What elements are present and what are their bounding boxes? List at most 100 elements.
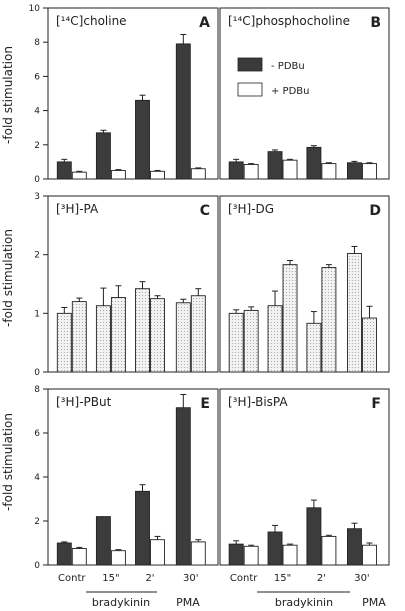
panel-e-bar bbox=[135, 490, 150, 566]
panel-f-bar bbox=[347, 528, 362, 566]
panel-b: [¹⁴C]phosphocholine B bbox=[219, 7, 390, 180]
panel-e: [³H]-PBut E 0 2 4 6 8 Contr 15" 2' 30' bbox=[34, 385, 219, 584]
panel-d-bar bbox=[267, 305, 283, 373]
panel-a-ytick-label: 10 bbox=[29, 4, 41, 14]
panel-e-ytick-label: 6 bbox=[34, 429, 40, 439]
panel-e-ytick-label: 2 bbox=[34, 517, 40, 527]
panel-c-bar bbox=[71, 301, 87, 373]
panel-c-ytick-label: 1 bbox=[34, 309, 40, 319]
panel-c-bar bbox=[190, 295, 206, 373]
panel-a-bar bbox=[135, 99, 150, 180]
panel-e-ytick-label: 4 bbox=[34, 473, 40, 483]
panel-e-ytick-label: 8 bbox=[34, 385, 40, 395]
panel-a-frame bbox=[47, 7, 219, 180]
panel-b-bar bbox=[306, 146, 322, 180]
panel-c-letter: C bbox=[200, 203, 210, 219]
panel-f-xtick-label: Contr bbox=[230, 573, 258, 584]
group-label-bradykinin-right: bradykinin bbox=[275, 596, 333, 609]
panel-b-bar bbox=[282, 159, 298, 180]
panel-d-bar bbox=[362, 317, 377, 373]
panel-a-bar bbox=[71, 171, 87, 180]
panel-a-ytick-label: 2 bbox=[34, 141, 40, 151]
panel-b-bar bbox=[362, 163, 377, 180]
panel-b-bar bbox=[228, 161, 244, 180]
panel-d-bar bbox=[347, 253, 362, 373]
panel-b-bar bbox=[267, 151, 283, 180]
panel-b-bar bbox=[321, 163, 337, 180]
panel-e-xtick-label: Contr bbox=[58, 573, 86, 584]
panel-f-bar bbox=[306, 507, 322, 566]
panel-d-title: [³H]-DG bbox=[228, 202, 274, 216]
legend: - PDBu + PDBu bbox=[237, 57, 310, 97]
panel-a-bar bbox=[190, 168, 206, 180]
panel-e-xtick-label: 30' bbox=[183, 573, 198, 584]
panel-d-bar bbox=[306, 322, 322, 373]
panel-f: [³H]-BisPA F Contr 15" 2' 30' bbox=[219, 388, 390, 584]
panel-f-xtick-label: 30' bbox=[354, 573, 369, 584]
panel-f-xtick-label: 2' bbox=[317, 573, 326, 584]
panel-d-bar bbox=[321, 267, 337, 373]
panel-f-bar bbox=[362, 544, 377, 566]
panel-b-frame bbox=[219, 7, 390, 180]
panel-f-letter: F bbox=[371, 396, 381, 412]
group-label-bradykinin-left: bradykinin bbox=[92, 596, 150, 609]
panel-c-bar bbox=[95, 305, 111, 373]
panel-e-bar bbox=[150, 539, 165, 566]
ylabel-bottom: -fold stimulation bbox=[1, 413, 15, 511]
panel-b-letter: B bbox=[370, 15, 381, 31]
legend-label-minus-pdbu: - PDBu bbox=[271, 61, 305, 72]
panel-e-bar bbox=[110, 550, 126, 566]
panel-f-frame bbox=[219, 388, 390, 566]
panel-c-bar bbox=[56, 312, 72, 373]
panel-d-letter: D bbox=[369, 203, 381, 219]
panel-d-bar bbox=[282, 264, 298, 373]
panel-a-bar bbox=[95, 132, 111, 180]
panel-f-xtick-label: 15" bbox=[274, 573, 291, 584]
panel-c-title: [³H]-PA bbox=[56, 202, 99, 216]
panel-f-title: [³H]-BisPA bbox=[228, 395, 288, 409]
panel-f-bar bbox=[321, 535, 337, 566]
x-groups: bradykinin PMA bradykinin PMA bbox=[86, 591, 386, 609]
panel-e-title: [³H]-PBut bbox=[56, 395, 112, 409]
panel-a-ytick-label: 8 bbox=[34, 38, 40, 48]
panel-e-bar bbox=[71, 548, 87, 566]
panel-a-ytick-label: 6 bbox=[34, 72, 40, 82]
panel-e-xtick-label: 2' bbox=[145, 573, 154, 584]
panel-a-title: [¹⁴C]choline bbox=[56, 14, 127, 28]
ylabel-middle: -fold stimulation bbox=[1, 229, 15, 327]
panel-a-letter: A bbox=[199, 15, 210, 31]
panel-e-frame bbox=[47, 388, 219, 566]
panel-e-letter: E bbox=[200, 396, 210, 412]
panel-c-bar bbox=[175, 302, 191, 373]
panel-b-bar bbox=[243, 164, 259, 180]
ylabel-top: -fold stimulation bbox=[1, 46, 15, 144]
panel-b-title: [¹⁴C]phosphocholine bbox=[228, 14, 350, 28]
legend-label-plus-pdbu: + PDBu bbox=[271, 86, 310, 97]
panel-d-bar bbox=[228, 312, 244, 373]
panel-c-bar bbox=[135, 288, 150, 373]
panel-c-bar bbox=[110, 297, 126, 373]
panel-c-frame bbox=[47, 195, 219, 373]
panel-e-bar bbox=[190, 541, 206, 566]
panel-e-bar bbox=[95, 516, 111, 566]
panel-a: [¹⁴C]choline A 0 2 4 6 8 10 bbox=[29, 4, 219, 185]
panel-e-xtick-label: 15" bbox=[102, 573, 119, 584]
panel-f-bar bbox=[228, 543, 244, 566]
panel-a-bar bbox=[110, 169, 126, 180]
panel-e-bar bbox=[56, 542, 72, 566]
group-label-pma-right: PMA bbox=[362, 596, 386, 609]
panel-d: [³H]-DG D bbox=[219, 195, 390, 373]
panel-f-bar bbox=[267, 531, 283, 566]
panel-e-ytick-label: 0 bbox=[34, 561, 40, 571]
legend-swatch-minus-pdbu bbox=[237, 57, 263, 72]
panel-f-bar bbox=[243, 545, 259, 566]
panel-c-ytick-label: 3 bbox=[34, 192, 40, 202]
panel-e-bar bbox=[175, 407, 191, 566]
panel-c-bar bbox=[150, 298, 165, 373]
group-label-pma-left: PMA bbox=[176, 596, 200, 609]
panel-c-ytick-label: 0 bbox=[34, 368, 40, 378]
panel-a-bar bbox=[56, 161, 72, 180]
panel-a-bar bbox=[175, 43, 191, 180]
panel-d-bar bbox=[243, 309, 259, 373]
